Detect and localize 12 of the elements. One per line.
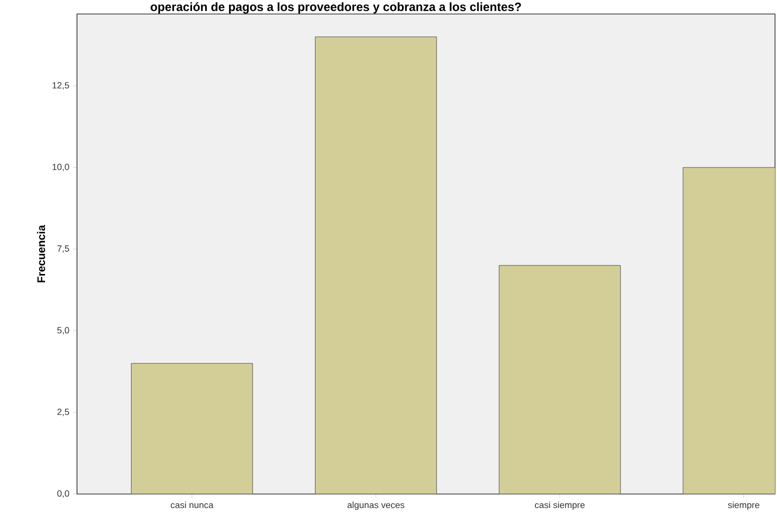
x-tick-label: casi siempre xyxy=(534,502,585,510)
x-tick-label: algunas veces xyxy=(347,502,404,510)
y-tick-label: 10,0 xyxy=(52,164,70,172)
y-tick-label: 5,0 xyxy=(57,327,70,334)
y-tick-label: 2,5 xyxy=(57,408,70,416)
x-tick-label: siempre xyxy=(728,502,760,510)
y-tick-label: 0,0 xyxy=(57,490,70,498)
y-tick-label: 7,5 xyxy=(57,245,70,253)
chart-title: operación de pagos a los proveedores y cobranza a los clientes? xyxy=(150,2,521,14)
y-tick-label: 12,5 xyxy=(52,82,70,90)
x-tick-label: casi nunca xyxy=(170,502,214,508)
y-axis-title: Frecuencia xyxy=(37,224,46,282)
